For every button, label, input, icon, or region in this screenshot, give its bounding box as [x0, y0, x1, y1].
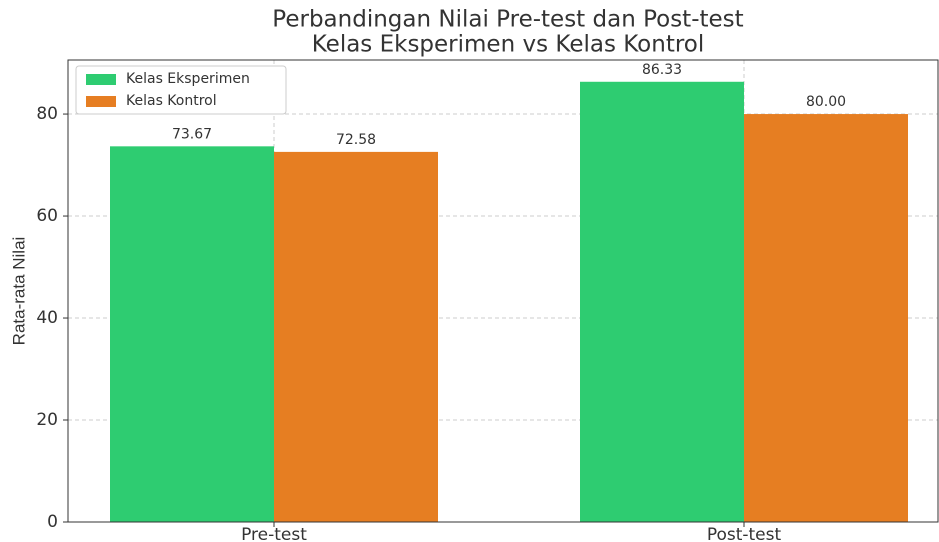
y-tick-label: 40 — [36, 308, 58, 328]
data-label: 80.00 — [806, 94, 846, 110]
legend-box — [75, 65, 287, 115]
bar — [744, 114, 908, 522]
legend-swatch — [86, 74, 116, 85]
legend-swatch — [86, 96, 116, 107]
plot-frame — [67, 59, 939, 523]
y-axis-label: Rata-rata Nilai — [9, 237, 28, 346]
chart-title: Kelas Eksperimen vs Kelas Kontrol — [312, 32, 705, 58]
y-tick-label: 0 — [47, 512, 58, 532]
chart-title: Perbandingan Nilai Pre-test dan Post-tes… — [272, 7, 743, 33]
y-tick-label: 60 — [36, 206, 58, 226]
y-tick-label: 80 — [36, 104, 58, 124]
legend-label: Kelas Eksperimen — [126, 71, 250, 87]
x-tick-label: Post-test — [707, 525, 782, 542]
data-label: 86.33 — [642, 62, 682, 78]
bar — [274, 151, 438, 522]
bar — [110, 146, 274, 522]
data-label: 73.67 — [172, 126, 212, 142]
bar — [580, 81, 744, 522]
y-tick-label: 20 — [36, 410, 58, 430]
x-tick-label: Pre-test — [241, 525, 307, 542]
legend-label: Kelas Kontrol — [126, 93, 217, 109]
data-label: 72.58 — [336, 132, 376, 148]
